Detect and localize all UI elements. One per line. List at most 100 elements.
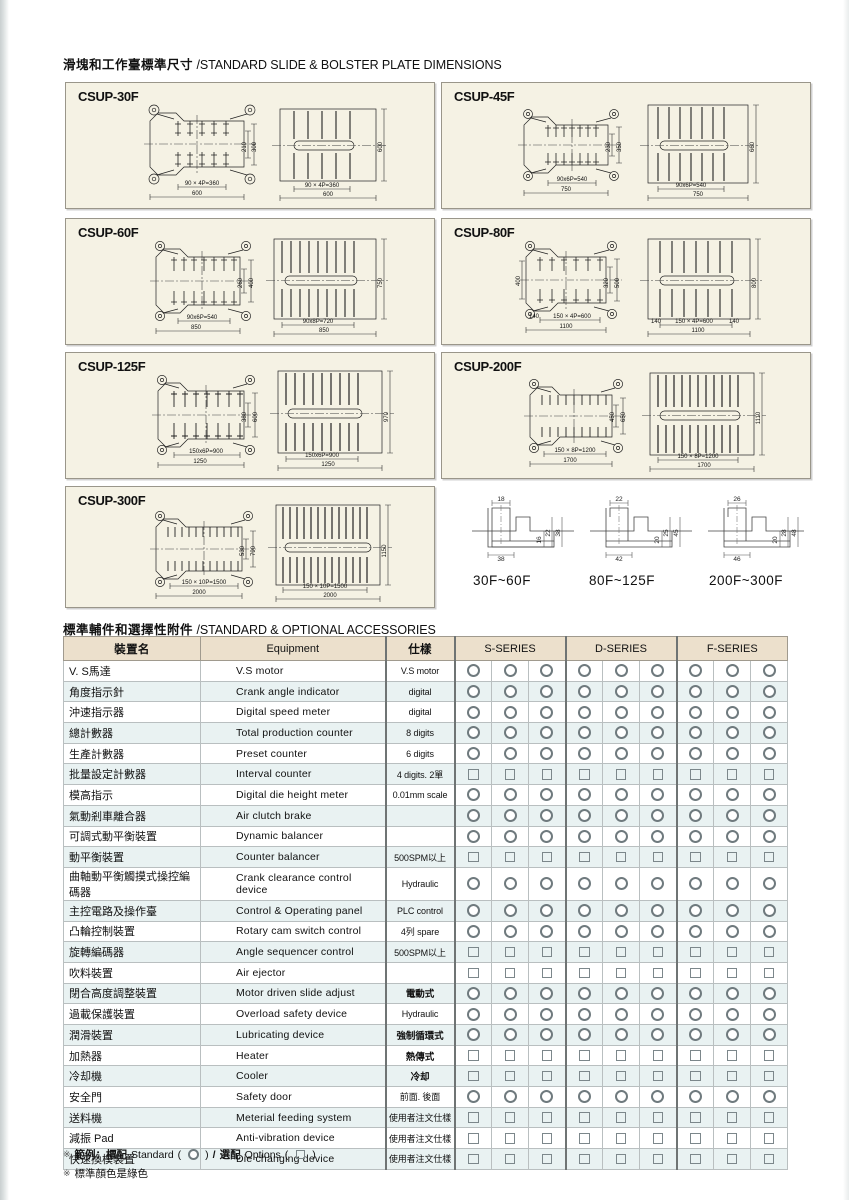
cell-mark-standard (676, 1086, 715, 1108)
cell-mark-option (676, 1106, 715, 1129)
option-square-icon (652, 967, 664, 979)
cell-mark-standard (491, 701, 529, 724)
table-row: 旋轉編碼器 Angle sequencer control 500SPM以上 (63, 941, 789, 963)
cell-mark-option (602, 846, 641, 868)
cell-equipment-en: Preset counter (200, 742, 386, 765)
option-square-icon (579, 1070, 590, 1082)
standard-circle-icon (688, 705, 702, 719)
cell-mark-option (565, 941, 604, 963)
tslot-d2: 22 (545, 529, 552, 537)
option-square-icon (652, 1070, 664, 1082)
option-square-icon (615, 1153, 627, 1165)
drawing-csup-45f: 230 350 90x6P=540 750 660 90x6P=540 750 (518, 104, 760, 201)
cell-mark-standard (639, 1024, 678, 1046)
standard-circle-icon (466, 924, 480, 938)
cell-mark-option (602, 941, 641, 963)
cell-mark-option (454, 941, 492, 963)
cell-spec (384, 804, 456, 827)
option-square-icon (504, 967, 516, 979)
cell-mark-option (713, 961, 752, 984)
cell-device-cn: 冷却機 (63, 1065, 201, 1088)
legend-square-icon (292, 1149, 308, 1161)
standard-circle-icon (466, 1007, 480, 1021)
cell-mark-option (676, 763, 715, 786)
cell-mark-option (713, 1065, 752, 1088)
cell-mark-option (713, 846, 752, 868)
standard-circle-icon (540, 705, 554, 719)
option-square-icon (690, 946, 701, 958)
cell-mark-option (491, 763, 529, 786)
cell-mark-option (527, 941, 567, 963)
tslot-label-2: 80F~125F (589, 573, 655, 588)
standard-circle-icon (540, 685, 554, 699)
dimensions-section-heading: 滑塊和工作臺標準尺寸 /STANDARD SLIDE & BOLSTER PLA… (63, 54, 502, 73)
option-square-icon (579, 1050, 590, 1061)
option-square-icon (579, 769, 590, 780)
tslot-profile-1 (472, 500, 574, 558)
cell-mark-standard (454, 866, 492, 901)
cell-mark-option (602, 1148, 641, 1170)
standard-circle-icon (577, 904, 591, 918)
option-square-icon (726, 1050, 738, 1061)
option-square-icon (615, 946, 627, 958)
option-square-icon (541, 1133, 552, 1144)
cell-mark-standard (454, 920, 492, 943)
cell-mark-option (676, 1127, 715, 1150)
option-square-icon (468, 946, 479, 958)
dim-overall-right: 2000 (323, 593, 337, 599)
tslot-d1: 20 (654, 536, 661, 544)
header-series-f: F-SERIES (676, 636, 789, 661)
cell-device-cn: 批量設定計數器 (63, 763, 201, 786)
header-equipment-en: Equipment (200, 636, 386, 661)
cell-mark-option (565, 1065, 604, 1088)
cell-mark-standard (713, 866, 752, 901)
tslot-top-w: 18 (497, 496, 505, 503)
option-square-icon (726, 946, 738, 958)
cell-mark-standard (602, 866, 641, 901)
cell-mark-standard (750, 722, 789, 744)
cell-mark-standard (527, 680, 567, 703)
cell-equipment-en: V.S motor (200, 660, 386, 682)
standard-circle-icon (614, 747, 628, 761)
standard-circle-icon (762, 726, 776, 740)
option-square-icon (468, 1153, 479, 1165)
cell-mark-standard (750, 1003, 789, 1025)
cell-mark-option (565, 1148, 604, 1170)
cell-mark-standard (713, 1003, 752, 1025)
standard-circle-icon (762, 664, 776, 678)
cell-mark-standard (676, 1003, 715, 1025)
option-square-icon (541, 946, 552, 958)
tslot-profiles-svg: 18 38 16 22 38 22 (472, 496, 804, 563)
cell-mark-standard (750, 920, 789, 943)
tslot-label-1: 30F~60F (473, 573, 531, 588)
header-series-s: S-SERIES (453, 636, 567, 661)
dim-pitch: 90x6P=540 (557, 177, 588, 183)
cell-equipment-en: Rotary cam switch control (200, 920, 386, 943)
table-row: 總計數器 Total production counter 8 digits (63, 722, 789, 744)
option-square-icon (468, 1070, 479, 1082)
panel-title: CSUP-30F (78, 89, 139, 104)
standard-circle-icon (540, 809, 554, 823)
cell-mark-option (676, 961, 715, 984)
cell-mark-option (639, 1127, 678, 1150)
cell-mark-option (491, 1044, 529, 1067)
cell-device-cn: 旋轉編碼器 (63, 941, 201, 963)
cell-spec: V.S motor (384, 660, 456, 682)
cell-mark-standard (454, 660, 492, 682)
cell-mark-standard (491, 784, 529, 806)
cell-mark-standard (639, 899, 678, 922)
option-square-icon (652, 946, 664, 958)
drawing-csup-30f: 210 300 90 × 4P=360 600 600 90 × 4P=360 … (144, 104, 387, 201)
accessories-table-body: V. S馬達 V.S motor V.S motor 角度指示針 Crank angle… (63, 660, 789, 1170)
cell-mark-standard (639, 866, 678, 901)
cell-mark-option (602, 1127, 641, 1150)
accessories-heading-cn: 標準輔件和選擇性附件 (63, 623, 194, 637)
standard-circle-icon (688, 986, 702, 1000)
standard-circle-icon (688, 747, 702, 761)
note-star-1: ※ (63, 1149, 71, 1159)
drawing-panel-csup-200f: CSUP-200F (441, 352, 811, 479)
dim-v-inner: 260 (238, 277, 244, 288)
tslot-top-w: 26 (733, 496, 741, 503)
cell-mark-standard (565, 804, 604, 827)
option-square-icon (615, 1070, 627, 1082)
